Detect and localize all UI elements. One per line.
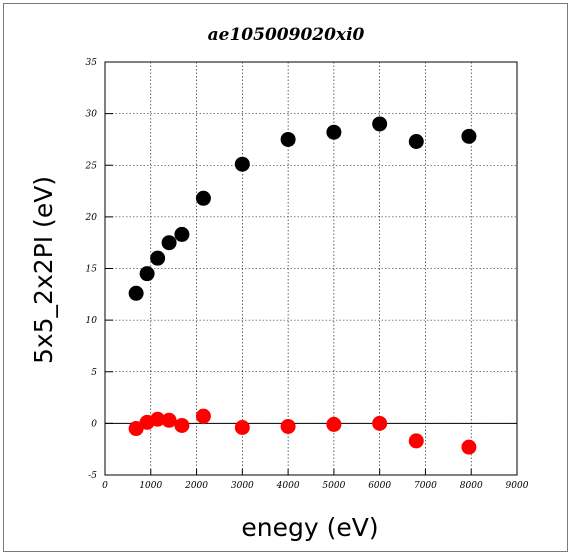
data-point-series-2 [195,408,211,424]
y-tick-label: 20 [85,213,98,223]
y-tick-label: 35 [86,58,98,68]
data-point-series-2 [372,415,388,431]
data-point-series-2 [161,412,177,428]
data-point-series-2 [326,416,342,432]
scatter-chart: ae105009020xi0 0 1000 2000 3000 4000 5000 6000… [29,25,529,542]
data-point-series-1 [150,250,166,266]
x-tick-label: 9000 [506,481,529,491]
data-point-series-1 [280,131,296,147]
x-tick-label: 1000 [139,481,162,491]
data-point-series-2 [234,420,250,436]
data-point-series-1 [139,266,155,282]
x-axis-label: enegy (eV) [241,513,378,542]
x-tick-label: 3000 [231,481,254,491]
data-point-series-1 [195,190,211,206]
data-point-series-1 [234,156,250,172]
data-point-series-2 [461,439,477,455]
x-tick-label: 0 [102,481,108,491]
x-tick-label: 4000 [276,481,300,491]
data-point-series-2 [150,411,166,427]
x-tick-label: 8000 [460,481,483,491]
grid-lines [105,62,517,475]
data-point-series-1 [372,116,388,132]
data-points [128,116,477,455]
y-tick-label: 15 [86,265,98,275]
data-point-series-2 [408,433,424,449]
data-point-series-1 [174,226,190,242]
x-tick-label: 5000 [322,481,345,491]
y-tick-label: 5 [91,368,97,378]
chart-frame: ae105009020xi0 0 1000 2000 3000 4000 5000 6000… [3,3,568,552]
y-tick-label: -5 [88,471,97,481]
y-tick-label: 0 [91,419,97,429]
data-point-series-1 [161,235,177,251]
y-tick-label: 10 [86,316,98,326]
x-tick-label: 6000 [368,481,391,491]
data-point-series-2 [280,418,296,434]
data-point-series-1 [408,134,424,150]
y-axis-label: 5x5_2x2PI (eV) [29,176,58,364]
data-point-series-1 [326,124,342,140]
data-point-series-1 [461,128,477,144]
chart-title: ae105009020xi0 [208,25,365,45]
data-point-series-2 [174,417,190,433]
axis-ticks: 0 1000 2000 3000 4000 5000 6000 7000 8000 9000 -5 0… [85,58,529,491]
data-point-series-1 [128,285,144,301]
data-point-series-2 [128,421,144,437]
y-tick-label: 25 [85,161,98,171]
x-tick-label: 7000 [414,481,437,491]
y-tick-label: 30 [86,110,98,120]
x-tick-label: 2000 [184,481,208,491]
